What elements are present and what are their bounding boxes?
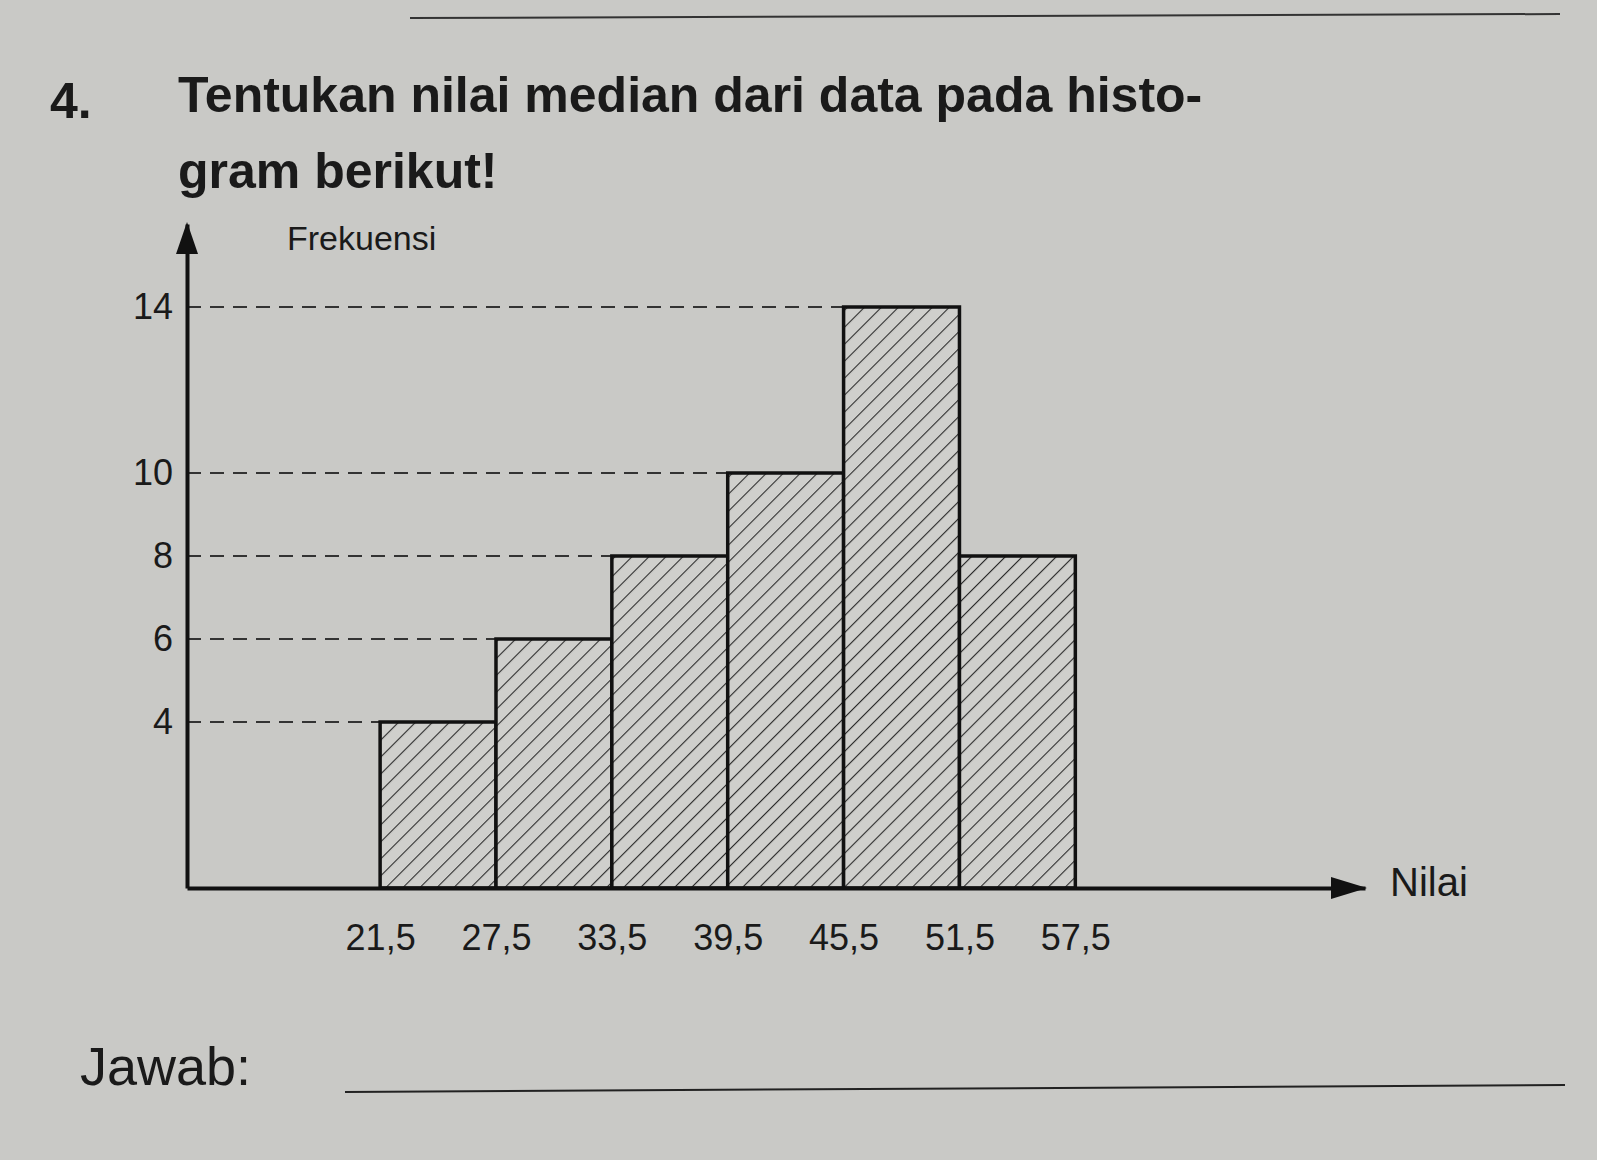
x-tick: 27,5 [461, 888, 531, 958]
bar [380, 722, 496, 888]
y-axis-line [186, 225, 190, 889]
y-tick: 14 [133, 286, 187, 327]
bar [496, 639, 612, 888]
x-tick-label: 39,5 [693, 917, 763, 958]
y-tick-label: 8 [153, 535, 173, 576]
bar [728, 473, 844, 888]
grid-line [187, 638, 496, 640]
y-tick: 6 [153, 618, 187, 659]
y-axis: 4 6 8 10 14 [133, 225, 188, 889]
answer-line [345, 1085, 1565, 1092]
question-number: 4. [50, 73, 92, 129]
y-axis-title: Frekuensi [287, 219, 436, 257]
bar [612, 556, 728, 888]
x-axis: 21,5 27,5 33,5 39,5 45,5 51,5 57,5 [188, 888, 1366, 958]
x-tick: 21,5 [346, 888, 416, 958]
x-arrow [1331, 877, 1367, 899]
grid-line [187, 555, 612, 557]
title: Tentukan nilai median dari data pada his… [178, 67, 1202, 123]
grid-line [187, 472, 728, 474]
x-tick-label: 21,5 [346, 917, 416, 958]
y-tick: 8 [153, 535, 187, 576]
y-tick-label: 4 [153, 701, 173, 742]
title: gram berikut! [178, 143, 498, 199]
y-arrow [176, 222, 198, 254]
bar [844, 307, 960, 888]
bar [959, 556, 1075, 888]
x-tick-label: 51,5 [925, 917, 995, 958]
x-tick-label: 57,5 [1041, 917, 1111, 958]
y-tick-label: 14 [133, 286, 173, 327]
x-tick: 57,5 [1041, 888, 1111, 958]
grid-line [187, 721, 380, 723]
y-tick: 4 [153, 701, 187, 742]
y-tick-label: 6 [153, 618, 173, 659]
x-tick-label: 45,5 [809, 917, 879, 958]
bars [380, 307, 1075, 888]
x-tick: 39,5 [693, 888, 763, 958]
grid-line [187, 306, 844, 308]
x-tick-label: 33,5 [577, 917, 647, 958]
x-tick-label: 27,5 [461, 917, 531, 958]
answer-label: Jawab: [80, 1036, 251, 1096]
x-axis-line [188, 887, 1366, 891]
x-tick: 45,5 [809, 888, 879, 958]
x-tick: 51,5 [925, 888, 995, 958]
y-tick-label: 10 [133, 452, 173, 493]
page: 4. Tentukan nilai median dari data pada h… [0, 0, 1597, 1160]
y-tick: 10 [133, 452, 187, 493]
rule [410, 14, 1560, 18]
x-axis-title: Nilai [1390, 860, 1468, 904]
x-tick: 33,5 [577, 888, 647, 958]
